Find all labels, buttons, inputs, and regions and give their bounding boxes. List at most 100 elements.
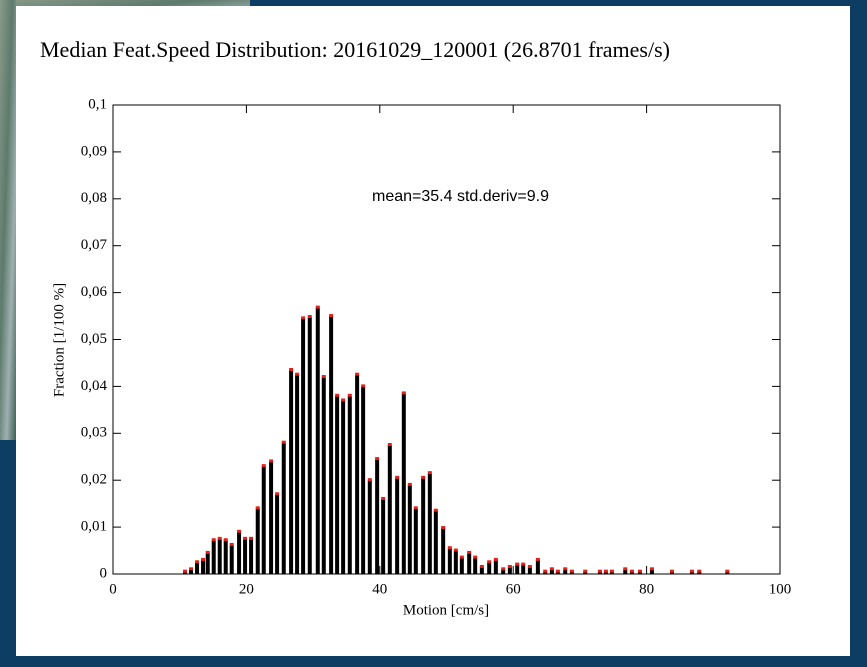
bar: [569, 571, 574, 574]
bar-marker: [549, 567, 554, 571]
y-tick-label: 0,09: [81, 143, 107, 159]
bar-marker: [649, 567, 654, 571]
y-tick-label: 0,08: [81, 190, 107, 206]
bar-marker: [563, 567, 568, 571]
bar: [347, 395, 352, 574]
bar: [361, 386, 366, 574]
bar: [355, 374, 360, 574]
bar-marker: [255, 506, 260, 510]
bar: [433, 510, 438, 574]
bar-marker: [211, 538, 216, 542]
bar-marker: [307, 314, 312, 318]
bar: [375, 459, 380, 574]
bar-marker: [217, 536, 222, 540]
bar-marker: [195, 560, 200, 564]
bar-marker: [569, 569, 574, 573]
bar: [527, 566, 532, 574]
bar: [329, 316, 334, 574]
bar: [301, 318, 306, 574]
bar-marker: [493, 557, 498, 561]
bar: [421, 477, 426, 574]
bar: [321, 377, 326, 574]
x-tick-label: 100: [769, 581, 792, 597]
bar: [261, 466, 266, 574]
bar: [205, 552, 210, 574]
bar-marker: [249, 536, 254, 540]
bar: [407, 484, 412, 574]
bar: [543, 571, 548, 574]
bar-marker: [479, 564, 484, 568]
bar: [521, 564, 526, 574]
bar-marker: [535, 557, 540, 561]
bar-marker: [467, 550, 472, 554]
bar-marker: [555, 569, 560, 573]
bar: [515, 564, 520, 574]
bar-marker: [281, 440, 286, 444]
bar: [195, 562, 200, 574]
x-tick-label: 60: [506, 581, 521, 597]
bar: [281, 442, 286, 574]
x-tick-label: 80: [639, 581, 654, 597]
bar: [479, 566, 484, 574]
bar-marker: [301, 316, 306, 320]
bar: [697, 571, 702, 574]
bar: [459, 557, 464, 574]
bar: [725, 571, 730, 574]
bar: [689, 571, 694, 574]
bar-marker: [355, 372, 360, 376]
bar: [649, 569, 654, 574]
bar-marker: [329, 314, 334, 318]
bar-marker: [637, 569, 642, 573]
bar: [453, 550, 458, 574]
bar-marker: [473, 555, 478, 559]
bar-marker: [629, 569, 634, 573]
bar-marker: [623, 567, 628, 571]
bar-marker: [367, 478, 372, 482]
bar: [367, 480, 372, 574]
bar: [583, 571, 588, 574]
y-tick-label: 0,01: [81, 519, 107, 535]
bar: [473, 557, 478, 574]
bar-marker: [453, 548, 458, 552]
x-tick-label: 0: [109, 581, 117, 597]
bar-marker: [295, 372, 300, 376]
bar-marker: [395, 475, 400, 479]
bar-marker: [459, 555, 464, 559]
bar-marker: [315, 305, 320, 309]
bar-marker: [381, 496, 386, 500]
bar-marker: [269, 459, 274, 463]
bar-marker: [205, 550, 210, 554]
bar: [249, 538, 254, 574]
x-tick-label: 40: [372, 581, 387, 597]
bar-marker: [407, 482, 412, 486]
bar-marker: [289, 367, 294, 371]
bar-marker: [441, 526, 446, 530]
plot-frame: [112, 104, 781, 575]
bar: [381, 498, 386, 574]
bar: [387, 445, 392, 574]
y-tick-label: 0,1: [88, 96, 107, 112]
bar: [597, 571, 602, 574]
bar-marker: [487, 560, 492, 564]
bar-marker: [603, 569, 608, 573]
y-axis-label: Fraction [1/100 %]: [51, 283, 67, 397]
bar-marker: [609, 569, 614, 573]
y-tick-label: 0,02: [81, 472, 107, 488]
bar: [401, 393, 406, 574]
bar-marker: [183, 569, 188, 573]
bar-marker: [189, 567, 194, 571]
bar: [493, 559, 498, 574]
bar-marker: [275, 492, 280, 496]
bar-marker: [347, 393, 352, 397]
bar: [223, 540, 228, 574]
bar-marker: [447, 546, 452, 550]
bar-marker: [689, 569, 694, 573]
plot: 0 0,01 0,02 0,03 0,04 0,05 0,06 0,07 0,08 0,09 0,1…: [81, 96, 792, 597]
bar: [243, 538, 248, 574]
bar-marker: [201, 557, 206, 561]
bar-marker: [697, 569, 702, 573]
bar: [555, 571, 560, 574]
annotation: mean=35.4 std.deriv=9.9: [372, 188, 549, 205]
bar-marker: [401, 391, 406, 395]
bar: [395, 477, 400, 574]
